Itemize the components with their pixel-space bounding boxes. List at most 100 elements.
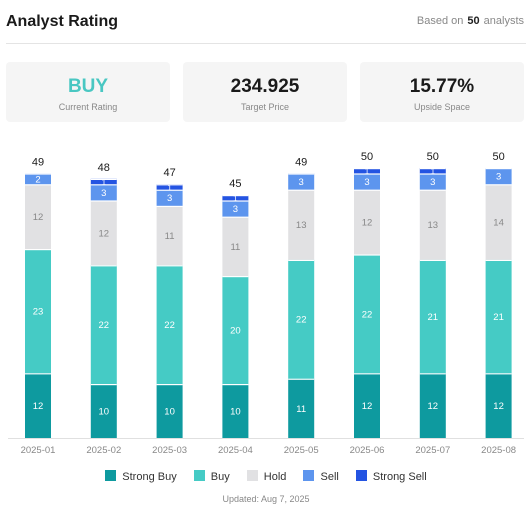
bar-segment-divider	[419, 189, 446, 191]
bar-segment-divider	[288, 378, 315, 380]
header: Analyst Rating Based on 50 analysts	[6, 8, 526, 44]
bar-segment-hold-2025-07[interactable]	[419, 189, 446, 260]
bar-segment-strong-sell-2025-04[interactable]	[222, 195, 249, 201]
bar-segment-strong-buy-2025-08[interactable]	[485, 373, 512, 438]
legend-item-strong-buy[interactable]: Strong Buy	[105, 470, 177, 483]
bar-value-label: 11	[230, 242, 240, 253]
bar-total-label: 50	[492, 151, 504, 163]
bar-value-label: 12	[362, 218, 373, 229]
bar-segment-hold-2025-03[interactable]	[156, 205, 183, 266]
bar-value-label: 21	[493, 312, 504, 323]
bar-segment-divider	[419, 259, 446, 261]
x-tick-label: 2025-03	[152, 445, 187, 456]
bar-segment-divider	[485, 259, 512, 261]
bar-total-label: 49	[32, 156, 44, 168]
bar-segment-buy-2025-04[interactable]	[222, 276, 249, 384]
bar-segment-buy-2025-03[interactable]	[156, 265, 183, 384]
bar-segment-strong-buy-2025-01[interactable]	[25, 373, 51, 438]
bar-segment-buy-2025-02[interactable]	[90, 265, 117, 384]
bar-segment-strong-buy-2025-06[interactable]	[354, 373, 380, 438]
bar-segment-strong-sell-2025-07[interactable]	[419, 168, 446, 174]
bar-segment-divider	[419, 173, 446, 175]
bar-segment-divider	[354, 373, 380, 375]
bar-segment-sell-2025-08[interactable]	[485, 168, 512, 185]
bar-total-label: 45	[229, 178, 241, 190]
bar-value-label: 12	[99, 228, 110, 239]
bar-value-label: 1	[431, 167, 436, 176]
bar-segment-sell-2025-06[interactable]	[354, 173, 380, 190]
x-tick-label: 2025-04	[218, 445, 253, 456]
bar-segment-buy-2025-05[interactable]	[288, 259, 315, 379]
bar-segment-buy-2025-01[interactable]	[25, 249, 51, 374]
bar-segment-hold-2025-01[interactable]	[25, 184, 51, 249]
bar-segment-strong-sell-2025-06[interactable]	[354, 168, 380, 174]
legend-item-strong-sell[interactable]: Strong Sell	[355, 470, 427, 483]
bar-value-label: 3	[167, 193, 172, 204]
bar-segment-sell-2025-03[interactable]	[156, 189, 183, 206]
legend-item-sell[interactable]: Sell	[303, 470, 339, 483]
bar-segment-divider	[222, 276, 249, 278]
bar-segment-divider	[25, 173, 51, 175]
bar-value-label: 10	[230, 407, 241, 418]
bar-value-label: 22	[296, 315, 307, 326]
bar-segment-divider	[222, 200, 249, 202]
legend: Strong Buy Buy Hold Sell Strong Sell	[0, 470, 532, 483]
bar-value-label: 10	[164, 407, 175, 418]
bar-segment-buy-2025-07[interactable]	[419, 259, 446, 374]
bar-segment-hold-2025-05[interactable]	[288, 189, 315, 260]
bar-segment-divider	[485, 184, 512, 186]
bar-segment-sell-2025-07[interactable]	[419, 173, 446, 190]
bar-segment-strong-buy-2025-05[interactable]	[288, 378, 315, 438]
bar-total-label: 50	[427, 151, 439, 163]
bar-segment-buy-2025-08[interactable]	[485, 259, 512, 374]
bar-segment-divider	[90, 384, 117, 386]
bar-segment-divider	[25, 184, 51, 186]
bar-segment-hold-2025-04[interactable]	[222, 216, 249, 276]
bar-segment-divider	[156, 384, 183, 386]
bar-segment-divider	[90, 200, 117, 202]
bar-value-label: 14	[493, 218, 504, 229]
bar-segment-strong-buy-2025-03[interactable]	[156, 384, 183, 438]
summary-cards: BUY Current Rating 234.925 Target Price …	[6, 62, 526, 122]
legend-item-buy[interactable]: Buy	[193, 470, 230, 483]
updated-timestamp: Updated: Aug 7, 2025	[222, 494, 310, 504]
bar-value-label: 20	[230, 326, 241, 337]
bar-segment-hold-2025-02[interactable]	[90, 200, 117, 266]
bar-value-label: 21	[428, 312, 439, 323]
bar-segment-buy-2025-06[interactable]	[354, 254, 380, 374]
bar-segment-divider	[90, 178, 117, 180]
bar-segment-strong-sell-2025-02[interactable]	[90, 178, 117, 185]
bar-value-label: 12	[33, 212, 44, 223]
bar-segment-sell-2025-01[interactable]	[25, 173, 51, 185]
bar-value-label: 10	[99, 407, 110, 418]
x-tick-label: 2025-01	[21, 445, 56, 456]
analyst-count-prefix: Based on	[416, 15, 464, 27]
bar-segment-divider	[354, 168, 380, 170]
bar-total-label: 47	[163, 167, 175, 179]
bar-segment-strong-sell-2025-03[interactable]	[156, 184, 183, 190]
bar-segment-sell-2025-04[interactable]	[222, 200, 249, 217]
bar-segment-divider	[156, 184, 183, 186]
x-tick-label: 2025-05	[284, 445, 319, 456]
legend-item-hold[interactable]: Hold	[246, 470, 286, 483]
page-title: Analyst Rating	[6, 13, 119, 30]
bar-total-label: 50	[361, 151, 373, 163]
bar-segment-hold-2025-06[interactable]	[354, 189, 380, 255]
current-rating-value: BUY	[67, 76, 109, 97]
bar-segment-sell-2025-02[interactable]	[90, 184, 117, 201]
legend-label-strong-buy: Strong Buy	[122, 471, 177, 483]
bar-segment-strong-buy-2025-07[interactable]	[419, 373, 446, 438]
legend-swatch-strong-sell	[355, 470, 367, 481]
bar-segment-divider	[156, 189, 183, 191]
bar-total-label: 49	[295, 156, 307, 168]
bar-segment-strong-buy-2025-02[interactable]	[90, 384, 117, 438]
bar-value-label: 1	[365, 167, 370, 176]
bar-total-label: 48	[98, 162, 110, 174]
x-tick-label: 2025-08	[481, 445, 516, 456]
bar-segment-hold-2025-08[interactable]	[485, 184, 512, 260]
bar-segment-divider	[222, 195, 249, 197]
bar-segment-strong-buy-2025-04[interactable]	[222, 384, 249, 438]
bar-segment-sell-2025-05[interactable]	[288, 173, 315, 190]
bar-value-label: 2	[35, 174, 40, 185]
bar-segment-divider	[25, 373, 51, 375]
